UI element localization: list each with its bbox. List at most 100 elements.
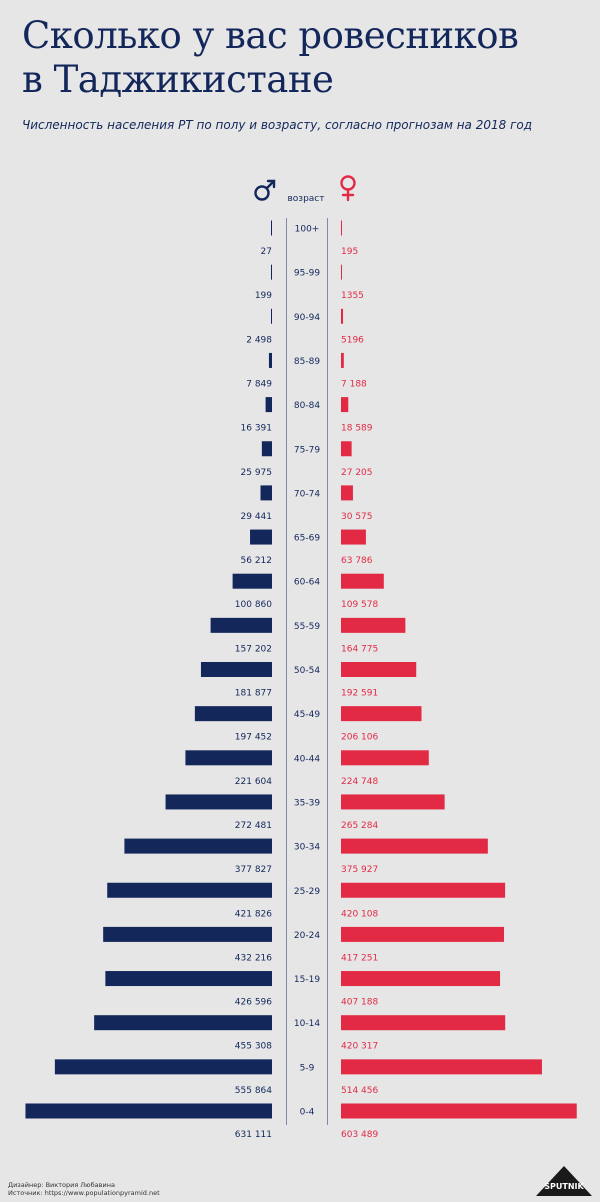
male-symbol-icon	[254, 179, 276, 201]
bar-female-20-24	[341, 926, 504, 942]
age-label-45-49: 45-49	[294, 710, 320, 720]
bar-male-80-84	[265, 397, 272, 413]
population-pyramid-chart: возраст 100+ 27 195 95-99 199 1355 90-94 2 498 5…	[25, 175, 577, 1140]
female-symbol-icon	[340, 175, 356, 202]
bar-male-35-39	[165, 794, 272, 810]
age-label-90-94: 90-94	[294, 313, 320, 323]
bar-female-0-4	[341, 1103, 577, 1119]
bar-female-25-29	[341, 882, 506, 898]
bar-male-90-94	[271, 308, 272, 324]
bar-female-80-84	[341, 397, 349, 413]
bar-female-15-19	[341, 971, 501, 987]
value-label-female-90-94: 5196	[341, 335, 364, 345]
value-label-male-55-59: 157 202	[235, 644, 272, 654]
bar-male-25-29	[107, 882, 273, 898]
value-label-female-40-44: 224 748	[341, 777, 378, 787]
value-label-male-75-79: 25 975	[241, 468, 273, 478]
bar-female-45-49	[341, 706, 422, 722]
pyramid-rows: 100+ 27 195 95-99 199 1355 90-94 2 498 5196 85-89…	[25, 220, 577, 1140]
age-label-65-69: 65-69	[294, 534, 320, 544]
value-label-male-30-34: 377 827	[235, 865, 272, 875]
bar-female-40-44	[341, 750, 429, 766]
age-label-30-34: 30-34	[294, 843, 320, 853]
bar-male-60-64	[232, 573, 272, 589]
value-label-female-65-69: 63 786	[341, 556, 373, 566]
bar-female-75-79	[341, 441, 352, 457]
bar-male-10-14	[94, 1015, 272, 1031]
value-label-male-65-69: 56 212	[241, 556, 273, 566]
value-label-female-20-24: 417 251	[341, 953, 378, 963]
chart-legend: возраст	[254, 175, 356, 204]
value-label-female-35-39: 265 284	[341, 821, 378, 831]
age-label-15-19: 15-19	[294, 975, 320, 985]
sputnik-logo-shape	[536, 1166, 592, 1196]
legend-male	[254, 179, 276, 201]
designer-credit: Дизайнер: Виктория Любавина	[8, 1181, 115, 1189]
age-label-0-4: 0-4	[300, 1108, 315, 1118]
bar-male-15-19	[105, 971, 273, 987]
axis-center-label: возраст	[287, 194, 324, 204]
value-label-female-85-89: 7 188	[341, 379, 367, 389]
bar-female-5-9	[341, 1059, 542, 1075]
bar-male-0-4	[25, 1103, 273, 1119]
value-label-female-30-34: 375 927	[341, 865, 378, 875]
age-label-20-24: 20-24	[294, 931, 320, 941]
bar-male-100+	[271, 220, 272, 236]
bar-female-100+	[341, 220, 342, 236]
bar-female-50-54	[341, 662, 417, 677]
age-label-25-29: 25-29	[294, 887, 320, 897]
value-label-male-20-24: 432 216	[235, 953, 272, 963]
value-label-female-25-29: 420 108	[341, 909, 378, 919]
bar-female-85-89	[341, 352, 344, 368]
bar-male-95-99	[271, 264, 272, 280]
bar-male-30-34	[124, 838, 272, 854]
age-label-55-59: 55-59	[294, 622, 320, 632]
value-label-female-10-14: 420 317	[341, 1042, 378, 1052]
bar-female-35-39	[341, 794, 445, 810]
value-label-male-95-99: 199	[255, 291, 272, 301]
value-label-male-80-84: 16 391	[241, 424, 273, 434]
bar-female-95-99	[341, 264, 342, 280]
bar-male-75-79	[261, 441, 272, 457]
bar-female-10-14	[341, 1015, 506, 1031]
bar-male-5-9	[54, 1059, 272, 1075]
age-label-50-54: 50-54	[294, 666, 320, 676]
bar-female-90-94	[341, 308, 344, 324]
age-label-10-14: 10-14	[294, 1019, 320, 1029]
bar-female-30-34	[341, 838, 488, 854]
value-label-male-70-74: 29 441	[241, 512, 273, 522]
value-label-male-40-44: 221 604	[235, 777, 272, 787]
sputnik-logo-text: SPUTNIK	[544, 1182, 584, 1191]
value-label-female-70-74: 30 575	[341, 512, 373, 522]
sputnik-logo: SPUTNIK	[536, 1166, 592, 1196]
bar-female-60-64	[341, 573, 384, 589]
age-label-35-39: 35-39	[294, 798, 320, 808]
bar-female-70-74	[341, 485, 353, 501]
bar-male-20-24	[103, 926, 273, 942]
bar-male-40-44	[185, 750, 272, 766]
page-subtitle: Численность населения РТ по полу и возра…	[22, 118, 533, 132]
credits: Дизайнер: Виктория Любавина Источник: ht…	[8, 1181, 160, 1197]
legend-female	[340, 175, 356, 202]
age-label-75-79: 75-79	[294, 445, 320, 455]
value-label-female-60-64: 109 578	[341, 600, 378, 610]
value-label-female-80-84: 18 589	[341, 424, 373, 434]
value-label-female-75-79: 27 205	[341, 468, 373, 478]
title-line-2: в Таджикистане	[22, 58, 334, 101]
value-label-male-60-64: 100 860	[235, 600, 272, 610]
value-label-male-45-49: 197 452	[235, 733, 272, 743]
bar-male-65-69	[250, 529, 272, 545]
age-label-80-84: 80-84	[294, 401, 320, 411]
bar-female-65-69	[341, 529, 366, 545]
age-label-95-99: 95-99	[294, 269, 320, 279]
value-label-female-95-99: 1355	[341, 291, 364, 301]
value-label-female-15-19: 407 188	[341, 998, 378, 1008]
bar-male-70-74	[260, 485, 272, 501]
value-label-female-5-9: 514 456	[341, 1086, 378, 1096]
age-label-100+: 100+	[295, 225, 320, 235]
value-label-male-100+: 27	[261, 247, 272, 257]
value-label-male-35-39: 272 481	[235, 821, 272, 831]
bar-male-50-54	[200, 662, 272, 677]
age-label-60-64: 60-64	[294, 578, 320, 588]
value-label-male-25-29: 421 826	[235, 909, 272, 919]
